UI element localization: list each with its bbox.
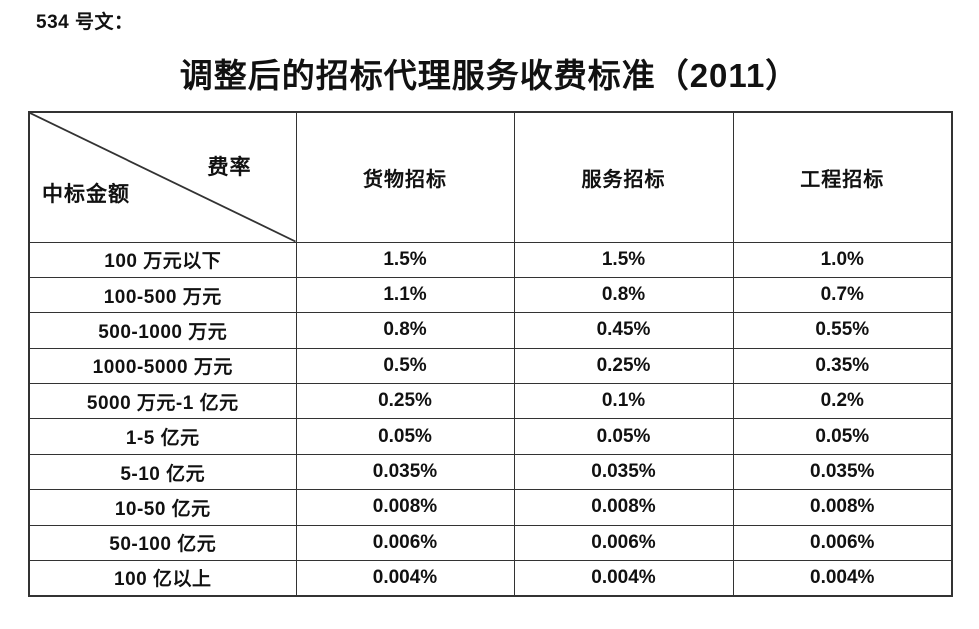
table-row: 100-500 万元 1.1% 0.8% 0.7%	[28, 276, 953, 314]
column-header-goods: 货物招标	[295, 111, 515, 243]
goods-rate-cell: 0.8%	[295, 312, 515, 349]
amount-cell: 50-100 亿元	[28, 524, 297, 562]
amount-cell: 5000 万元-1 亿元	[28, 383, 297, 420]
corner-rate-label: 费率	[207, 156, 252, 179]
engineering-rate-cell: 0.7%	[732, 276, 953, 314]
service-rate-cell: 0.006%	[513, 524, 734, 562]
goods-rate-cell: 0.006%	[295, 524, 515, 562]
fee-standard-table: 费率 中标金额 货物招标 服务招标 工程招标 100 万元以下 1.5% 1.5…	[28, 111, 953, 597]
amount-cell: 100 万元以下	[28, 241, 297, 278]
goods-rate-cell: 0.008%	[295, 489, 515, 526]
engineering-rate-cell: 0.05%	[732, 418, 953, 455]
amount-cell: 5-10 亿元	[28, 453, 297, 491]
table-row: 5000 万元-1 亿元 0.25% 0.1% 0.2%	[28, 383, 953, 420]
column-header-service: 服务招标	[513, 111, 734, 243]
engineering-rate-cell: 0.2%	[732, 383, 953, 420]
engineering-rate-cell: 0.55%	[732, 312, 953, 349]
amount-cell: 100 亿以上	[28, 560, 297, 597]
table-row: 5-10 亿元 0.035% 0.035% 0.035%	[28, 453, 953, 491]
engineering-rate-cell: 0.008%	[732, 489, 953, 526]
table-row: 1000-5000 万元 0.5% 0.25% 0.35%	[28, 347, 953, 385]
engineering-rate-cell: 0.35%	[732, 347, 953, 385]
goods-rate-cell: 0.035%	[295, 453, 515, 491]
service-rate-cell: 0.45%	[513, 312, 734, 349]
service-rate-cell: 0.05%	[513, 418, 734, 455]
table-row: 500-1000 万元 0.8% 0.45% 0.55%	[28, 312, 953, 349]
amount-cell: 500-1000 万元	[28, 312, 297, 349]
page-title: 调整后的招标代理服务收费标准（2011）	[179, 57, 800, 94]
goods-rate-cell: 0.004%	[295, 560, 515, 597]
amount-cell: 10-50 亿元	[28, 489, 297, 526]
engineering-rate-cell: 0.004%	[732, 560, 953, 597]
table-row: 1-5 亿元 0.05% 0.05% 0.05%	[28, 418, 953, 455]
service-rate-cell: 0.035%	[513, 453, 734, 491]
engineering-rate-cell: 0.035%	[732, 453, 953, 491]
service-rate-cell: 1.5%	[513, 241, 734, 278]
goods-rate-cell: 1.5%	[295, 241, 515, 278]
service-rate-cell: 0.004%	[513, 560, 734, 597]
goods-rate-cell: 0.25%	[295, 383, 515, 420]
service-rate-cell: 0.25%	[513, 347, 734, 385]
diagonal-divider-line	[30, 113, 296, 242]
goods-rate-cell: 0.5%	[295, 347, 515, 385]
table-row: 10-50 亿元 0.008% 0.008% 0.008%	[28, 489, 953, 526]
service-rate-cell: 0.8%	[513, 276, 734, 314]
service-rate-cell: 0.1%	[513, 383, 734, 420]
goods-rate-cell: 0.05%	[295, 418, 515, 455]
doc-number: 534 号文：	[36, 12, 134, 33]
amount-cell: 1-5 亿元	[28, 418, 297, 455]
amount-cell: 1000-5000 万元	[28, 347, 297, 385]
corner-amount-label: 中标金额	[42, 182, 130, 206]
table-header-row: 费率 中标金额 货物招标 服务招标 工程招标	[28, 111, 953, 243]
amount-cell: 100-500 万元	[28, 276, 297, 314]
corner-header-cell: 费率 中标金额	[28, 111, 297, 243]
table-row: 100 亿以上 0.004% 0.004% 0.004%	[28, 560, 953, 597]
engineering-rate-cell: 0.006%	[732, 524, 953, 562]
goods-rate-cell: 1.1%	[295, 276, 515, 314]
service-rate-cell: 0.008%	[513, 489, 734, 526]
table-row: 100 万元以下 1.5% 1.5% 1.0%	[28, 241, 953, 278]
table-row: 50-100 亿元 0.006% 0.006% 0.006%	[28, 524, 953, 562]
engineering-rate-cell: 1.0%	[732, 241, 953, 278]
column-header-engineering: 工程招标	[732, 111, 953, 243]
